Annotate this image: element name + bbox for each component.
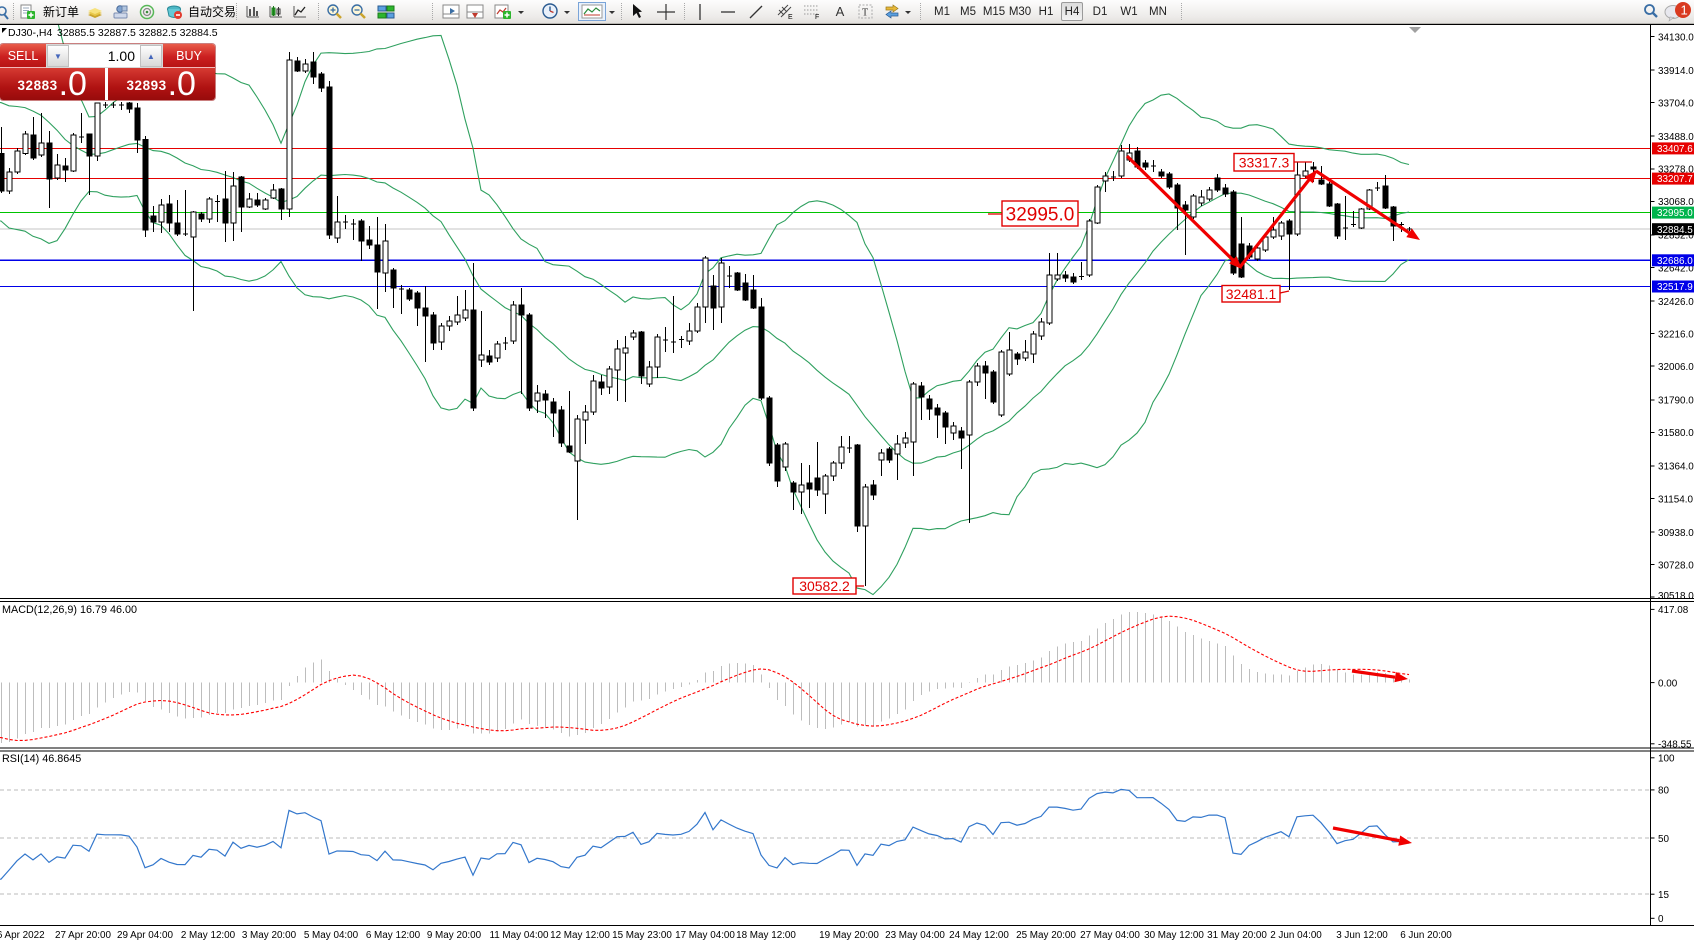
svg-text:19 May 20:00: 19 May 20:00 xyxy=(819,930,879,941)
svg-text:DJ30-,H4: DJ30-,H4 xyxy=(8,27,53,39)
svg-text:32216.0: 32216.0 xyxy=(1658,330,1694,341)
svg-text:23 May 04:00: 23 May 04:00 xyxy=(885,930,945,941)
svg-text:11 May 04:00: 11 May 04:00 xyxy=(489,930,549,941)
svg-text:3 Jun 12:00: 3 Jun 12:00 xyxy=(1336,930,1388,941)
svg-text:2 May 12:00: 2 May 12:00 xyxy=(181,930,236,941)
svg-text:32481.1: 32481.1 xyxy=(1226,286,1277,302)
svg-text:F: F xyxy=(815,14,819,20)
svg-text:25 May 20:00: 25 May 20:00 xyxy=(1016,930,1076,941)
svg-text:31580.0: 31580.0 xyxy=(1658,428,1694,439)
svg-text:6 May 12:00: 6 May 12:00 xyxy=(366,930,421,941)
svg-text:30 May 12:00: 30 May 12:00 xyxy=(1144,930,1204,941)
svg-text:31364.0: 31364.0 xyxy=(1658,462,1694,473)
svg-text:30938.0: 30938.0 xyxy=(1658,528,1694,539)
svg-text:32995.0: 32995.0 xyxy=(1006,204,1075,225)
svg-text:9 May 20:00: 9 May 20:00 xyxy=(427,930,482,941)
svg-text:80: 80 xyxy=(1658,786,1669,797)
svg-text:33914.0: 33914.0 xyxy=(1658,66,1694,77)
svg-text:12 May 12:00: 12 May 12:00 xyxy=(550,930,610,941)
svg-text:6 Jun 20:00: 6 Jun 20:00 xyxy=(1400,930,1452,941)
svg-text:32884.5: 32884.5 xyxy=(1657,225,1693,236)
svg-text:33488.0: 33488.0 xyxy=(1658,132,1694,143)
svg-text:30518.0: 30518.0 xyxy=(1658,591,1694,602)
svg-text:32885.5 32887.5 32882.5 32884.: 32885.5 32887.5 32882.5 32884.5 xyxy=(57,27,218,39)
svg-text:32426.0: 32426.0 xyxy=(1658,297,1694,308)
svg-text:31 May 20:00: 31 May 20:00 xyxy=(1207,930,1267,941)
svg-text:32995.0: 32995.0 xyxy=(1657,208,1693,219)
svg-text:34130.0: 34130.0 xyxy=(1658,32,1694,43)
svg-text:32686.0: 32686.0 xyxy=(1657,256,1693,267)
svg-text:32006.0: 32006.0 xyxy=(1658,362,1694,373)
svg-text:417.08: 417.08 xyxy=(1658,605,1689,616)
svg-text:29 Apr 04:00: 29 Apr 04:00 xyxy=(117,930,174,941)
svg-text:18 May 12:00: 18 May 12:00 xyxy=(736,930,796,941)
svg-text:24 May 12:00: 24 May 12:00 xyxy=(949,930,1009,941)
svg-text:31790.0: 31790.0 xyxy=(1658,396,1694,407)
svg-text:15: 15 xyxy=(1658,890,1669,901)
svg-text:3 May 20:00: 3 May 20:00 xyxy=(242,930,297,941)
svg-text:33407.6: 33407.6 xyxy=(1657,144,1693,155)
svg-text:33704.0: 33704.0 xyxy=(1658,99,1694,110)
svg-text:T: T xyxy=(862,8,868,19)
svg-text:100: 100 xyxy=(1658,754,1675,765)
svg-text:27 May 04:00: 27 May 04:00 xyxy=(1080,930,1140,941)
svg-text:17 May 04:00: 17 May 04:00 xyxy=(675,930,735,941)
svg-text:2 Jun 04:00: 2 Jun 04:00 xyxy=(1270,930,1322,941)
svg-text:RSI(14) 46.8645: RSI(14) 46.8645 xyxy=(2,753,81,765)
svg-text:-348.55: -348.55 xyxy=(1658,740,1692,751)
svg-text:MACD(12,26,9) 16.79 46.00: MACD(12,26,9) 16.79 46.00 xyxy=(2,604,137,616)
svg-text:26 Apr 2022: 26 Apr 2022 xyxy=(0,930,45,941)
svg-text:50: 50 xyxy=(1658,834,1669,845)
svg-text:31154.0: 31154.0 xyxy=(1658,494,1693,505)
svg-text:30728.0: 30728.0 xyxy=(1658,560,1694,571)
svg-text:0.00: 0.00 xyxy=(1658,678,1678,689)
svg-text:E: E xyxy=(788,14,793,20)
svg-text:15 May 23:00: 15 May 23:00 xyxy=(612,930,672,941)
svg-text:33068.0: 33068.0 xyxy=(1658,197,1694,208)
svg-text:33317.3: 33317.3 xyxy=(1239,154,1290,170)
svg-text:0: 0 xyxy=(1658,914,1664,925)
svg-text:32517.9: 32517.9 xyxy=(1657,282,1693,293)
svg-text:33207.7: 33207.7 xyxy=(1657,174,1693,185)
svg-text:30582.2: 30582.2 xyxy=(799,578,850,594)
svg-text:5 May 04:00: 5 May 04:00 xyxy=(304,930,359,941)
svg-text:27 Apr 20:00: 27 Apr 20:00 xyxy=(55,930,112,941)
svg-text:1: 1 xyxy=(1681,2,1688,17)
